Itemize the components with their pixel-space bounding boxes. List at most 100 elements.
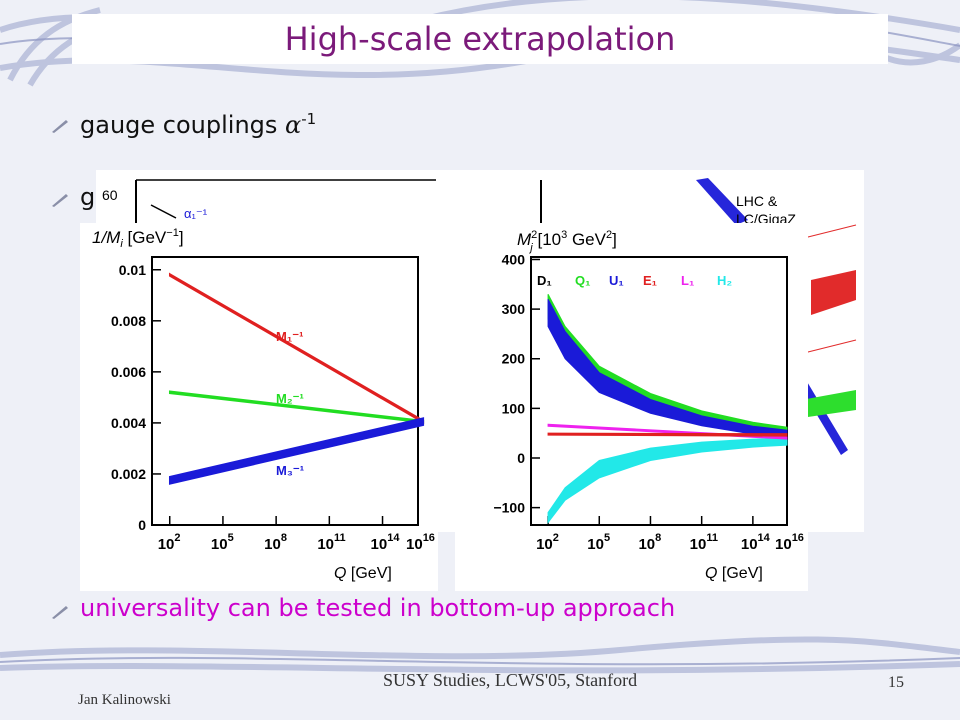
- alpha-symbol: α: [285, 111, 302, 139]
- series-label-1: M₁⁻¹: [276, 329, 303, 344]
- x-tick-label: 108: [264, 532, 287, 553]
- x-tick-exponent: 5: [604, 532, 610, 544]
- y-tick-label: 300: [502, 301, 526, 317]
- y-tick-label: 100: [502, 400, 526, 416]
- series-label-3: M₃⁻¹: [276, 463, 304, 478]
- y-axis-title: M2 j [103 GeV2]: [517, 229, 617, 254]
- legend-entry-0: D₁: [537, 273, 552, 288]
- y-tick-label: 0: [517, 450, 525, 466]
- scalar-mass-plot-svg: 102 105 108 1011 1014 10164003002001000−100M2…: [493, 229, 804, 582]
- x-tick-exponent: 2: [174, 532, 180, 544]
- x-tick-base: 10: [211, 536, 228, 553]
- x-tick-exponent: 14: [758, 532, 771, 544]
- x-tick-exponent: 2: [553, 532, 559, 544]
- y-axis-subscript: j: [528, 242, 533, 254]
- x-tick-label: 102: [158, 532, 181, 553]
- x-tick-label: 102: [536, 532, 559, 553]
- x-tick-exponent: 5: [228, 532, 234, 544]
- y-tick-label: 0.008: [111, 313, 146, 329]
- gaugino-mass-plot-svg: 102 105 108 1011 1014 101600.0020.0040.0060.0…: [92, 227, 435, 582]
- x-tick-base: 10: [775, 536, 792, 553]
- x-tick-exponent: 16: [792, 532, 804, 544]
- x-tick-label: 1011: [317, 532, 345, 553]
- scalar-mass-plot: 102 105 108 1011 1014 1016 400 300 200 100 0 −100 M2…: [455, 223, 808, 591]
- x-tick-base: 10: [317, 536, 334, 553]
- x-tick-exponent: 16: [423, 532, 435, 544]
- x-axis-unit: [GeV]: [717, 565, 762, 582]
- slide-title: High-scale extrapolation: [284, 20, 676, 58]
- x-tick-base: 10: [536, 536, 553, 553]
- x-tick-base: 10: [406, 536, 423, 553]
- y-axis-unit-close: ]: [179, 228, 184, 247]
- y-axis-superscript: 2: [531, 229, 537, 241]
- exponent: -1: [301, 110, 317, 128]
- y-axis-unit-gev: GeV: [567, 230, 606, 249]
- series-band-5: [547, 437, 788, 524]
- x-tick-label: 1014: [371, 532, 401, 553]
- y-tick-label: 0.002: [111, 466, 146, 482]
- y-axis-subscript: i: [120, 238, 123, 250]
- y-tick-label: 0.01: [119, 262, 146, 278]
- x-tick-base: 10: [158, 536, 175, 553]
- x-tick-exponent: 8: [655, 532, 661, 544]
- background-tick: 60: [102, 187, 118, 203]
- bullet-icon: [52, 120, 68, 133]
- x-tick-exponent: 11: [706, 532, 718, 544]
- background-legend: α₁⁻¹: [184, 206, 208, 221]
- legend-entry-5: H₂: [717, 273, 732, 288]
- footer-page-number: 15: [888, 674, 904, 691]
- y-axis-label: M: [517, 230, 532, 249]
- plot-frame: [530, 256, 788, 526]
- x-tick-base: 10: [587, 536, 604, 553]
- title-box: High-scale extrapolation: [72, 14, 888, 64]
- bullet-universality: universality can be tested in bottom-up …: [80, 594, 676, 622]
- x-axis-title: Q [GeV]: [334, 565, 392, 582]
- x-tick-label: 1016: [775, 532, 804, 553]
- series-band-3: [168, 417, 425, 485]
- y-axis-unit: [10: [533, 230, 561, 249]
- x-axis-label: Q: [334, 565, 346, 582]
- x-tick-label: 1014: [741, 532, 771, 553]
- x-tick-base: 10: [741, 536, 758, 553]
- x-tick-exponent: 8: [281, 532, 287, 544]
- x-tick-label: 105: [587, 532, 610, 553]
- bullet-icon: [52, 194, 68, 207]
- x-axis-title: Q [GeV]: [705, 565, 763, 582]
- y-tick-label: 0.004: [111, 415, 146, 431]
- bullet-text: gauge couplings: [80, 111, 286, 139]
- bullet-gauge-couplings: gauge couplings α-1: [80, 110, 316, 139]
- legend-entry-3: E₁: [643, 273, 657, 288]
- background-note-line1: LHC &: [736, 193, 778, 209]
- y-axis-label: 1/M: [92, 228, 121, 247]
- y-tick-label: 0.006: [111, 364, 146, 380]
- y-tick-label: 0: [138, 517, 146, 533]
- bullet-partial-text: g: [80, 183, 96, 211]
- legend-entry-2: U₁: [609, 273, 624, 288]
- y-axis-unit: [GeV: [123, 228, 167, 247]
- plot-frame: [151, 256, 419, 526]
- y-tick-label: 200: [502, 351, 526, 367]
- x-tick-label: 1011: [690, 532, 718, 553]
- x-tick-label: 108: [638, 532, 661, 553]
- y-axis-unit-exponent-2: 2: [606, 229, 612, 241]
- y-axis-unit-exponent: 3: [561, 229, 567, 241]
- x-tick-base: 10: [638, 536, 655, 553]
- x-tick-base: 10: [371, 536, 388, 553]
- y-tick-label: −100: [493, 500, 525, 516]
- legend-entry-1: Q₁: [575, 273, 591, 288]
- series-label-2: M₂⁻¹: [276, 391, 304, 406]
- x-tick-base: 10: [690, 536, 707, 553]
- x-tick-exponent: 11: [334, 532, 346, 544]
- bullet-icon: [52, 606, 68, 619]
- series-band-2: [547, 298, 788, 438]
- x-tick-label: 105: [211, 532, 234, 553]
- x-tick-exponent: 14: [387, 532, 400, 544]
- y-axis-unit-exponent: −1: [166, 227, 179, 239]
- footer-conference: SUSY Studies, LCWS'05, Stanford: [383, 670, 638, 690]
- legend-entry-4: L₁: [681, 273, 694, 288]
- x-axis-label: Q: [705, 565, 717, 582]
- y-axis-unit-close: ]: [612, 230, 617, 249]
- y-axis-title: 1/Mi [GeV−1]: [92, 227, 184, 250]
- footer-author: Jan Kalinowski: [78, 692, 171, 708]
- gaugino-mass-plot: 102 105 108 1011 1014 1016 0 0.002 0.004 0.006 0.0…: [80, 223, 438, 591]
